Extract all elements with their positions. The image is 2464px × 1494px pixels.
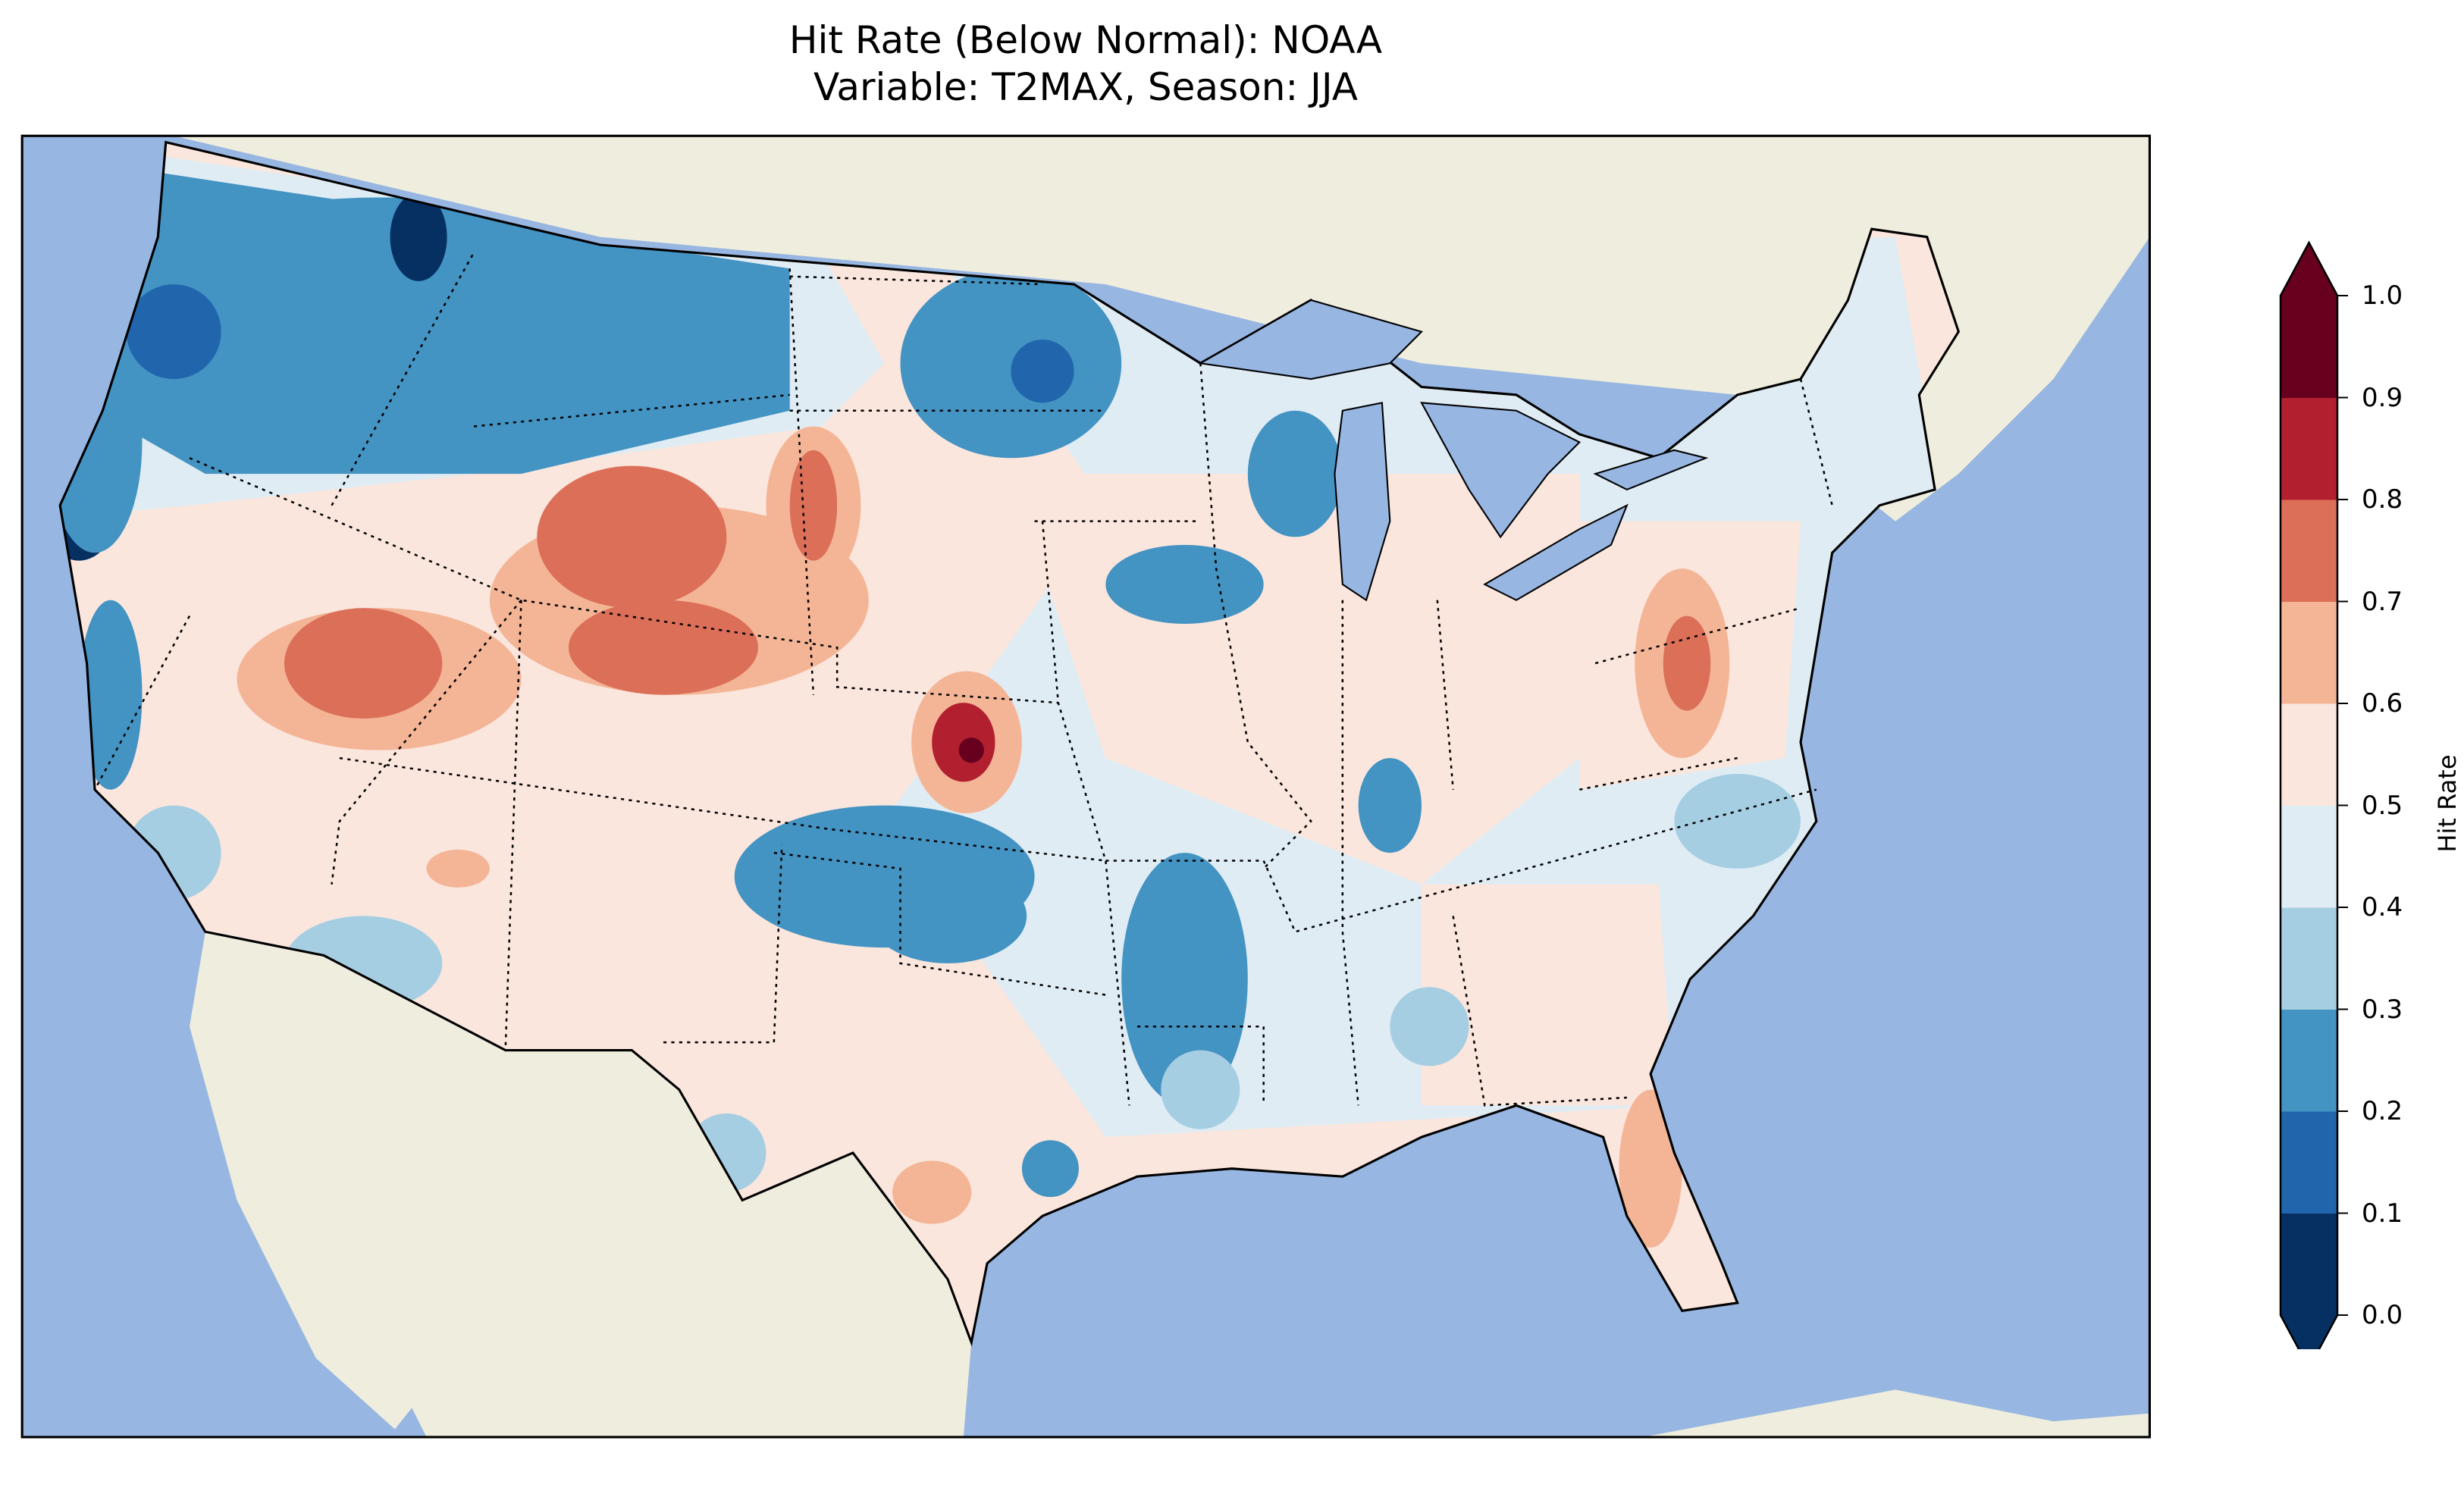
colorbar-tick-label: 0.8 — [2362, 484, 2403, 515]
lake-superior — [1198, 299, 1423, 381]
state-border — [1436, 600, 1454, 790]
land-north — [22, 136, 2150, 521]
state-border — [189, 457, 1058, 704]
state-border — [773, 851, 1106, 996]
chart-title: Hit Rate (Below Normal): NOAA Variable: … — [0, 17, 2171, 111]
hit-rate-region — [284, 608, 443, 719]
cuba — [1642, 1389, 2150, 1437]
hit-rate-region — [1161, 1050, 1240, 1129]
hit-rate-region — [789, 449, 838, 561]
hit-rate-region — [569, 600, 758, 695]
state-border — [1452, 916, 1627, 1107]
colorbar-tick-label: 0.9 — [2362, 382, 2403, 413]
title-line-2: Variable: T2MAX, Season: JJA — [813, 65, 1358, 109]
us-coastline — [58, 140, 1961, 1347]
hit-rate-region — [1663, 615, 1711, 711]
state-border — [1105, 788, 1817, 933]
land-mexico — [205, 932, 972, 1437]
great-lakes — [1198, 299, 1709, 602]
hit-rate-region — [1121, 853, 1248, 1106]
colorbar-tick-label: 1.0 — [2362, 280, 2403, 311]
colorbar-segment — [2281, 296, 2337, 398]
nova-scotia — [2021, 158, 2150, 269]
hit-rate-region — [1422, 884, 1675, 1106]
lake-ontario — [1593, 449, 1709, 491]
colorbar-segment — [2281, 703, 2337, 806]
colorbar-extend-max — [2281, 243, 2337, 296]
hit-rate-region — [426, 849, 490, 888]
colorbar-segment — [2281, 1009, 2337, 1112]
hit-rate-region — [1358, 758, 1422, 853]
hit-rate-region — [158, 197, 600, 340]
hit-rate-region — [1674, 773, 1801, 869]
hit-rate-region — [1021, 1140, 1079, 1198]
state-border — [1199, 363, 1312, 869]
hit-rate-region — [868, 868, 1027, 963]
lake-erie — [1483, 503, 1629, 601]
colorbar-segment — [2281, 1213, 2337, 1316]
state-border — [331, 252, 475, 506]
state-border — [789, 275, 1043, 286]
state-border — [331, 599, 522, 885]
colorbar-tick-label: 0.4 — [2362, 892, 2403, 922]
colorbar-tick-label: 0.1 — [2362, 1198, 2403, 1229]
state-border — [339, 756, 1106, 862]
colorbar-segment — [2281, 601, 2337, 704]
hit-rate-region — [1105, 544, 1264, 624]
state-borders — [93, 252, 1833, 1107]
hit-rate-region — [958, 738, 984, 763]
state-border — [1579, 756, 1738, 791]
state-border — [663, 844, 783, 1044]
colorbar-segment — [2281, 1111, 2337, 1214]
state-border — [1799, 378, 1833, 506]
lake-huron — [1420, 402, 1582, 539]
colorbar-segment — [2281, 805, 2337, 908]
colorbar-tick-label: 0.3 — [2362, 994, 2403, 1025]
hit-rate-region — [1390, 987, 1469, 1066]
colorbar-segment — [2281, 907, 2337, 1010]
colorbar-segment — [2281, 397, 2337, 500]
state-border — [473, 393, 790, 428]
baja — [190, 932, 427, 1430]
colorbar-tick-label: 0.7 — [2362, 586, 2403, 617]
hit-rate-region — [900, 268, 1122, 459]
hit-rate-region — [1247, 410, 1343, 537]
hit-rate-region — [892, 1160, 972, 1224]
hit-rate-region — [79, 600, 143, 790]
map-frame — [20, 134, 2151, 1439]
hit-rate-region — [390, 193, 447, 281]
hit-rate-region — [537, 465, 727, 609]
colorbar-tick-label: 0.2 — [2362, 1096, 2403, 1126]
lake-michigan — [1334, 402, 1391, 602]
colorbar-tick-label: 0.5 — [2362, 790, 2403, 821]
colorbar — [2279, 240, 2348, 1349]
state-border — [93, 615, 191, 791]
colorbar-segment — [2281, 500, 2337, 602]
state-border — [1341, 932, 1359, 1106]
title-line-1: Hit Rate (Below Normal): NOAA — [788, 18, 1383, 62]
colorbar-tick-label: 0.6 — [2362, 688, 2403, 719]
state-border — [1137, 1026, 1265, 1106]
state-border — [788, 268, 815, 695]
hit-rate-region — [126, 284, 221, 380]
hit-rate-region — [1011, 340, 1074, 403]
colorbar-tick-label: 0.0 — [2362, 1300, 2403, 1330]
colorbar-label: Hit Rate — [2433, 754, 2462, 853]
